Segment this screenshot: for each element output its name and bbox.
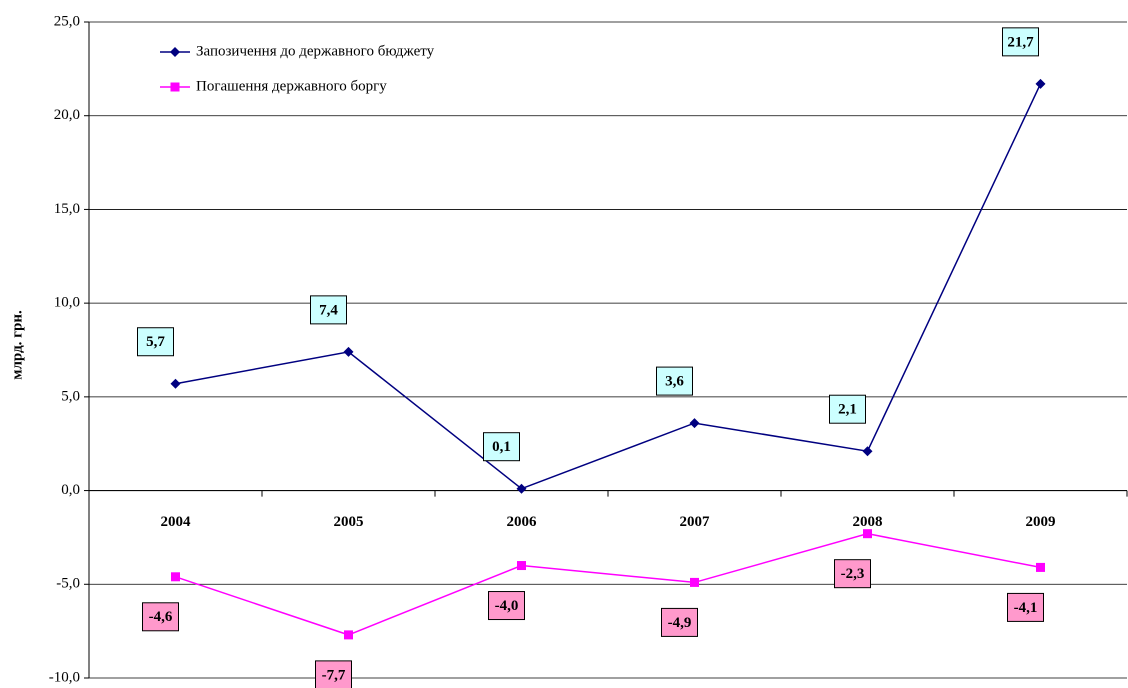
data-label-box: [661, 607, 698, 637]
marker: [170, 378, 181, 389]
series-line: [175, 532, 1041, 636]
data-label-box: [656, 366, 693, 396]
y-tick-label: 20,0: [54, 107, 80, 123]
data-label-box: [1002, 27, 1039, 57]
y-tick-label: 5,0: [61, 388, 80, 404]
data-label: -7,7: [322, 667, 346, 683]
legend-label: Запозичення до державного бюджету: [196, 43, 435, 59]
data-label-box: [483, 432, 520, 462]
data-label: -4,0: [495, 598, 519, 614]
x-tick-label: 2005: [334, 514, 364, 530]
x-tick-label: 2004: [161, 514, 192, 530]
marker: [690, 577, 699, 587]
y-tick-label: 25,0: [54, 13, 80, 29]
marker: [171, 572, 180, 582]
data-label: 2,1: [838, 402, 857, 418]
data-label: 7,4: [319, 302, 338, 318]
data-label-box: [834, 559, 871, 589]
marker: [1036, 562, 1045, 572]
data-label-box: [142, 602, 179, 632]
x-tick-label: 2008: [853, 514, 883, 530]
legend-label: Погашення державного боргу: [196, 78, 387, 94]
data-label-box: [137, 327, 174, 357]
marker: [517, 561, 526, 571]
data-label: -4,9: [668, 615, 692, 631]
marker: [170, 47, 180, 57]
marker: [343, 346, 354, 357]
y-axis-label: млрд. грн.: [9, 310, 25, 380]
data-label: -4,6: [149, 609, 173, 625]
y-tick-label: 10,0: [54, 295, 80, 311]
series-line: [175, 83, 1042, 490]
y-tick-label: -5,0: [56, 576, 80, 592]
data-label: 21,7: [1007, 34, 1034, 50]
y-tick-label: -10,0: [49, 669, 80, 685]
marker: [170, 82, 180, 92]
data-label: -2,3: [841, 566, 865, 582]
x-tick-label: 2009: [1026, 514, 1056, 530]
marker: [344, 630, 353, 640]
data-label-box: [829, 394, 866, 424]
data-label: 5,7: [146, 334, 165, 350]
x-tick-label: 2007: [680, 514, 711, 530]
marker: [862, 446, 873, 457]
marker: [689, 418, 700, 429]
marker: [1035, 78, 1046, 89]
data-label-box: [310, 295, 347, 325]
data-label: 0,1: [492, 439, 511, 455]
y-tick-label: 0,0: [61, 482, 80, 498]
marker: [863, 529, 872, 539]
y-tick-label: 15,0: [54, 201, 80, 217]
x-tick-label: 2006: [507, 514, 538, 530]
data-label: 3,6: [665, 374, 684, 390]
data-label: -4,1: [1014, 600, 1038, 616]
data-label-box: [315, 660, 352, 688]
marker: [516, 483, 527, 494]
data-label-box: [488, 591, 525, 621]
data-label-box: [1007, 592, 1044, 622]
